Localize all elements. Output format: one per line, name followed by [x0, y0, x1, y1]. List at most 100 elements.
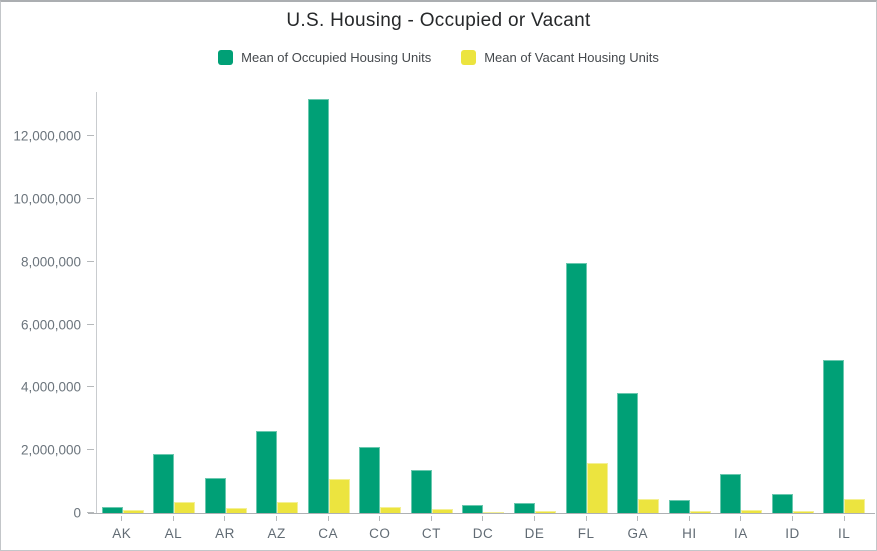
x-tick-mark [585, 516, 587, 521]
bar-ar-occupied[interactable] [204, 477, 226, 513]
bar-ct-occupied[interactable] [410, 470, 432, 513]
bar-de-occupied[interactable] [514, 502, 536, 513]
legend-swatch-vacant [461, 50, 477, 65]
bar-group-ak [97, 92, 149, 513]
y-tick-mark [87, 386, 94, 388]
x-axis-label-il: IL [837, 526, 851, 541]
x-tick-mark [792, 516, 794, 521]
x-tick-mark [121, 516, 123, 521]
y-tick-label: 4,000,000 [20, 379, 81, 395]
x-slot-co: CO [354, 516, 406, 550]
x-axis-label-de: DE [524, 526, 545, 541]
legend-label-vacant: Mean of Vacant Housing Units [484, 50, 659, 65]
x-slot-ct: CT [406, 516, 458, 550]
x-slot-al: AL [148, 516, 200, 550]
bar-group-ar [200, 92, 252, 513]
y-tick-label: 0 [73, 505, 81, 521]
x-axis-label-ga: GA [627, 526, 648, 541]
x-axis-label-ct: CT [421, 526, 441, 541]
legend-item-vacant[interactable]: Mean of Vacant Housing Units [461, 50, 659, 65]
legend-label-occupied: Mean of Occupied Housing Units [241, 50, 432, 65]
bar-az-vacant[interactable] [277, 501, 299, 513]
bar-co-vacant[interactable] [380, 506, 402, 513]
bar-ga-occupied[interactable] [617, 393, 639, 513]
bar-dc-occupied[interactable] [462, 505, 484, 513]
y-tick-label: 8,000,000 [20, 254, 81, 270]
bar-ia-occupied[interactable] [720, 474, 742, 513]
y-tick-mark [87, 197, 94, 199]
bar-ak-occupied[interactable] [101, 506, 123, 513]
x-tick-mark [276, 516, 278, 521]
x-tick-mark [224, 516, 226, 521]
bar-hi-occupied[interactable] [668, 499, 690, 513]
y-tick-mark [87, 512, 94, 513]
y-tick-mark [87, 323, 94, 325]
bar-group-ca [303, 92, 355, 513]
legend-item-occupied[interactable]: Mean of Occupied Housing Units [218, 50, 431, 65]
x-axis-line [88, 513, 875, 514]
x-slot-az: AZ [251, 516, 303, 550]
bar-id-occupied[interactable] [771, 493, 793, 513]
bar-ct-vacant[interactable] [431, 509, 453, 513]
x-axis-label-ak: AK [112, 526, 132, 541]
bar-az-occupied[interactable] [256, 431, 278, 513]
bar-group-de [509, 92, 561, 513]
bar-il-occupied[interactable] [823, 360, 845, 513]
x-slot-ia: IA [715, 516, 767, 550]
bar-group-dc [458, 92, 510, 513]
bar-ia-vacant[interactable] [741, 509, 763, 513]
bar-al-occupied[interactable] [153, 454, 175, 513]
bar-al-vacant[interactable] [174, 502, 196, 513]
x-axis-label-ia: IA [734, 526, 748, 541]
x-axis-label-co: CO [369, 526, 391, 541]
bar-group-hi [664, 92, 716, 513]
x-tick-mark [637, 516, 639, 521]
bar-hi-vacant[interactable] [689, 511, 711, 513]
x-tick-mark [482, 516, 484, 521]
x-tick-mark [534, 516, 536, 521]
x-tick-mark [172, 516, 174, 521]
plot-area [88, 92, 875, 514]
x-slot-fl: FL [560, 516, 612, 550]
bar-co-occupied[interactable] [359, 446, 381, 513]
bar-de-vacant[interactable] [535, 510, 557, 513]
y-tick-label: 10,000,000 [13, 191, 81, 207]
x-slot-id: ID [767, 516, 819, 550]
bar-il-vacant[interactable] [844, 499, 866, 513]
y-tick-mark [87, 449, 94, 451]
x-slot-il: IL [818, 516, 870, 550]
x-slot-de: DE [509, 516, 561, 550]
bars-container [97, 92, 870, 513]
bar-group-ia [715, 92, 767, 513]
x-axis-label-az: AZ [267, 526, 286, 541]
bar-group-al [149, 92, 201, 513]
legend-swatch-occupied [218, 50, 234, 65]
x-axis-label-ca: CA [318, 526, 339, 541]
x-axis-label-al: AL [164, 526, 183, 541]
x-tick-mark [379, 516, 381, 521]
bar-dc-vacant[interactable] [483, 511, 505, 513]
bar-group-il [818, 92, 870, 513]
bar-fl-vacant[interactable] [586, 462, 608, 513]
bar-group-az [252, 92, 304, 513]
x-axis: AK AL AR AZ CA CO CT DC DE FL GA HI IA ID IL [96, 516, 870, 550]
x-axis-label-fl: FL [577, 526, 595, 541]
chart-title: U.S. Housing - Occupied or Vacant [286, 10, 591, 31]
y-tick-label: 12,000,000 [13, 128, 81, 144]
bar-id-vacant[interactable] [792, 511, 814, 513]
bar-ca-occupied[interactable] [307, 99, 329, 513]
bar-ar-vacant[interactable] [225, 507, 247, 513]
x-tick-mark [843, 516, 845, 521]
bar-ak-vacant[interactable] [122, 509, 144, 513]
y-tick-mark [87, 260, 94, 262]
bar-fl-occupied[interactable] [565, 263, 587, 513]
bar-ga-vacant[interactable] [638, 498, 660, 513]
x-tick-mark [688, 516, 690, 521]
x-tick-mark [740, 516, 742, 521]
x-slot-hi: HI [664, 516, 716, 550]
x-tick-mark [327, 516, 329, 521]
x-axis-label-dc: DC [472, 526, 494, 541]
x-tick-mark [430, 516, 432, 521]
bar-ca-vacant[interactable] [328, 479, 350, 513]
